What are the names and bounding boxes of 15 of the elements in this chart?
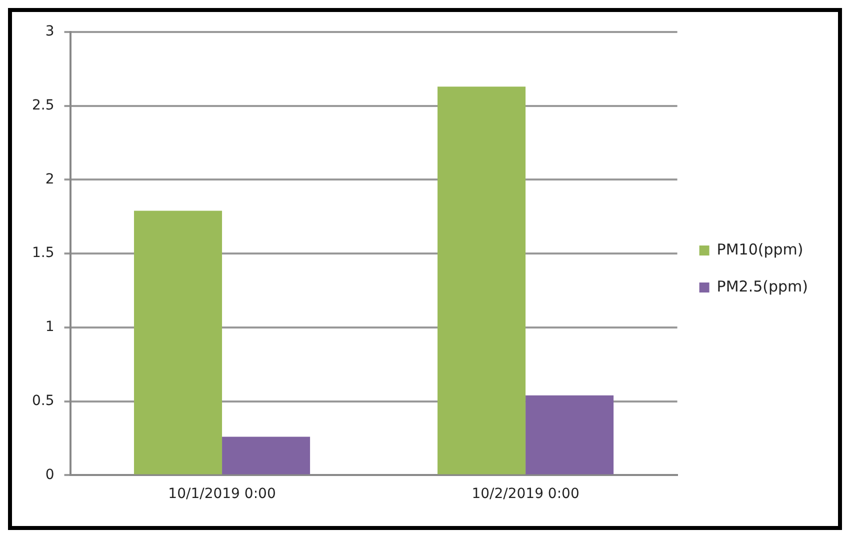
legend-label: PM2.5(ppm) (716, 277, 808, 296)
y-tick-label: 1.5 (32, 245, 54, 262)
y-tick-label: 0 (45, 466, 54, 483)
legend-label: PM10(ppm) (716, 240, 804, 258)
x-tick-label: 10/2/2019 0:00 (472, 486, 580, 502)
y-tick-label: 0.5 (32, 392, 54, 409)
y-tick-label: 2 (45, 171, 54, 188)
bar (526, 395, 614, 474)
y-tick-label: 3 (45, 24, 54, 40)
bar (134, 210, 222, 474)
x-tick-label: 10/1/2019 0:00 (168, 486, 276, 502)
y-tick-label: 1 (45, 319, 54, 336)
y-tick-label: 2.5 (32, 98, 54, 114)
bar (438, 86, 526, 474)
bar (222, 436, 310, 474)
